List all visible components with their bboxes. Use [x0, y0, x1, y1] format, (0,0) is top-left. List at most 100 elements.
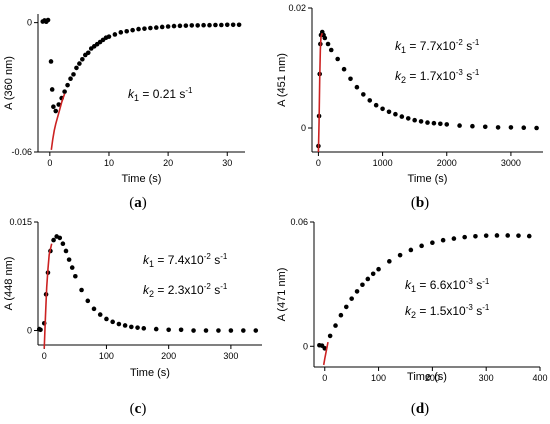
rate-value: = 7.4x10 [154, 253, 204, 267]
rate-symbol: k [128, 87, 135, 101]
data-point [462, 234, 467, 240]
caption-close: ) [424, 401, 429, 417]
data-point [85, 298, 91, 304]
data-points [317, 233, 532, 351]
data-points [40, 17, 242, 114]
data-point [189, 23, 195, 28]
rate-unit: s [463, 39, 472, 53]
rate-unit-exponent: -1 [220, 252, 228, 261]
rate-exponent: -2 [204, 252, 212, 261]
data-points [316, 29, 539, 149]
rate-value: = 2.3x10 [154, 283, 204, 297]
x-tick-label: 2000 [437, 158, 457, 168]
data-point [425, 120, 430, 125]
panel-a: 0 10 20 30 -0.06 0 Time (s) A (360 nm) k1 = 0.21… [3, 14, 245, 211]
data-point [79, 287, 84, 293]
caption-letter: a [134, 195, 142, 211]
data-point [63, 248, 69, 254]
data-point [431, 120, 437, 126]
data-point [534, 125, 539, 131]
rate-value: = 6.6x10 [416, 278, 466, 292]
data-point [386, 109, 392, 115]
rate-value: = 0.21 s [139, 87, 185, 101]
data-point [62, 89, 67, 94]
panel-caption: (d) [411, 401, 429, 417]
rate-constant-label: k1 = 7.7x10-2 s-1 [395, 38, 480, 55]
data-point [393, 111, 398, 117]
data-point [325, 41, 331, 47]
caption-letter: c [135, 401, 142, 417]
data-point [141, 326, 147, 331]
y-tick-label: 0.02 [288, 3, 306, 13]
data-point [53, 108, 59, 114]
data-point [45, 17, 51, 23]
rate-subscript: 2 [149, 289, 154, 299]
x-axis-label: Time (s) [122, 173, 162, 185]
data-point [333, 323, 338, 328]
data-point [106, 34, 112, 39]
rate-constant-label: k1 = 0.21 s-1 [128, 86, 193, 103]
rate-subscript: 1 [401, 45, 406, 55]
caption-letter: b [416, 195, 424, 211]
data-point [130, 27, 135, 33]
rate-constant-label: k1 = 7.4x10-2 s-1 [143, 252, 228, 269]
data-point [38, 327, 43, 333]
data-point [165, 24, 171, 29]
fit-line [43, 243, 53, 349]
x-tick-label: 1000 [373, 158, 393, 168]
rate-value: = 7.7x10 [406, 39, 456, 53]
data-point [380, 106, 385, 112]
data-point [241, 328, 246, 333]
x-axis-label: Time (s) [408, 173, 448, 185]
rate-exponent: -2 [456, 38, 464, 47]
data-point [253, 328, 259, 333]
data-point [505, 233, 511, 238]
data-point [136, 26, 141, 32]
data-point [118, 30, 124, 35]
data-point [516, 233, 521, 238]
rate-subscript: 2 [411, 310, 416, 320]
y-tick-label: 0 [303, 341, 308, 351]
x-tick-label: 200 [161, 351, 176, 361]
data-point [419, 243, 424, 249]
data-point [473, 233, 478, 239]
data-point [153, 326, 159, 332]
data-point [399, 114, 405, 119]
data-point [48, 59, 54, 64]
data-point [236, 22, 242, 28]
x-tick-label: 10 [104, 158, 114, 168]
rate-unit-exponent: -1 [472, 38, 480, 47]
data-point [387, 259, 392, 264]
rate-unit-exponent: -1 [482, 277, 490, 286]
data-point [327, 333, 333, 339]
caption-close: ) [141, 401, 146, 417]
data-point [348, 76, 353, 82]
data-point [373, 102, 379, 108]
x-tick-label: 100 [99, 351, 114, 361]
x-tick-label: 300 [223, 351, 238, 361]
data-point [153, 25, 159, 30]
data-point [430, 240, 435, 246]
rate-subscript: 1 [134, 93, 139, 103]
rate-unit-exponent: -1 [472, 68, 480, 77]
data-point [361, 92, 366, 97]
data-point [73, 273, 78, 279]
data-point [122, 323, 128, 328]
data-point [207, 22, 212, 28]
fit-line [322, 341, 329, 366]
data-point [104, 316, 109, 322]
y-tick-label: 0 [301, 123, 306, 133]
x-axis-label: Time (s) [130, 367, 170, 379]
data-point [51, 104, 56, 110]
caption-open: ( [411, 195, 416, 211]
data-point [166, 327, 171, 333]
y-tick-label: -0.06 [11, 147, 32, 157]
data-point [349, 296, 354, 301]
data-point [360, 282, 365, 288]
data-point [159, 24, 165, 30]
y-axis-label: A (360 nm) [3, 56, 15, 110]
data-point [195, 23, 200, 28]
data-point [49, 87, 55, 92]
rate-symbol: k [395, 69, 402, 83]
